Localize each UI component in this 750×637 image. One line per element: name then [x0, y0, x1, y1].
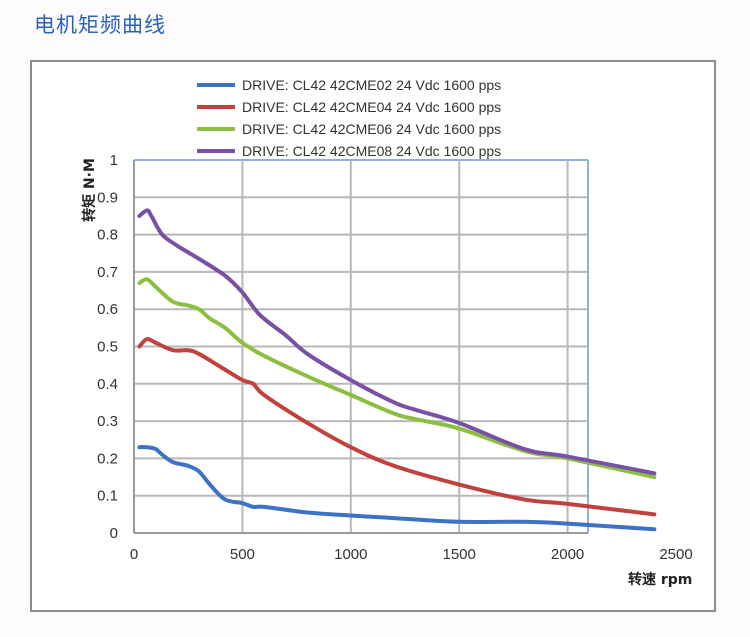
page-title: 电机矩频曲线: [34, 13, 166, 37]
x-tick-label: 500: [230, 546, 255, 563]
y-axis-label: 转矩 N·M: [81, 158, 98, 222]
series-line-4: [137, 208, 657, 476]
y-tick-label: 0.1: [97, 488, 118, 505]
y-tick-label: 0.4: [97, 376, 118, 393]
y-tick-label: 0.7: [97, 264, 118, 281]
legend: DRIVE: CL42 42CME02 24 Vdc 1600 pps DRIVE…: [197, 77, 501, 159]
y-tick-label: 0.8: [97, 227, 118, 244]
grid: [134, 159, 589, 534]
x-tick-label: 2500: [659, 546, 692, 563]
x-tick-label: 2000: [551, 546, 584, 563]
y-tick-label: 0.3: [97, 413, 118, 430]
legend-label: DRIVE: CL42 42CME06 24 Vdc 1600 pps: [242, 121, 501, 137]
legend-label: DRIVE: CL42 42CME02 24 Vdc 1600 pps: [242, 77, 501, 93]
legend-label: DRIVE: CL42 42CME08 24 Vdc 1600 pps: [242, 143, 501, 159]
x-axis-label: 转速 rpm: [628, 571, 692, 588]
chart-frame: [30, 60, 716, 612]
y-tick-label: 0.6: [97, 301, 118, 318]
series-lines: [137, 208, 657, 532]
y-tick-label: 0.9: [97, 189, 118, 206]
series-line-1: [137, 445, 657, 532]
y-tick-label: 0.5: [97, 339, 118, 356]
x-tick-label: 0: [130, 546, 138, 563]
series-line-2: [137, 336, 657, 517]
y-tick-label: 0.2: [97, 450, 118, 467]
y-tick-label: 1: [110, 152, 118, 169]
y-tick-label: 0: [110, 525, 118, 542]
x-tick-label: 1500: [443, 546, 476, 563]
x-tick-label: 1000: [334, 546, 367, 563]
legend-label: DRIVE: CL42 42CME04 24 Vdc 1600 pps: [242, 99, 501, 115]
series-line-3: [137, 277, 657, 480]
axes: 0 0.1 0.2 0.3 0.4 0.5 0.6 0.7 0.8 0.9 1 0 500 1000 150…: [97, 152, 693, 563]
